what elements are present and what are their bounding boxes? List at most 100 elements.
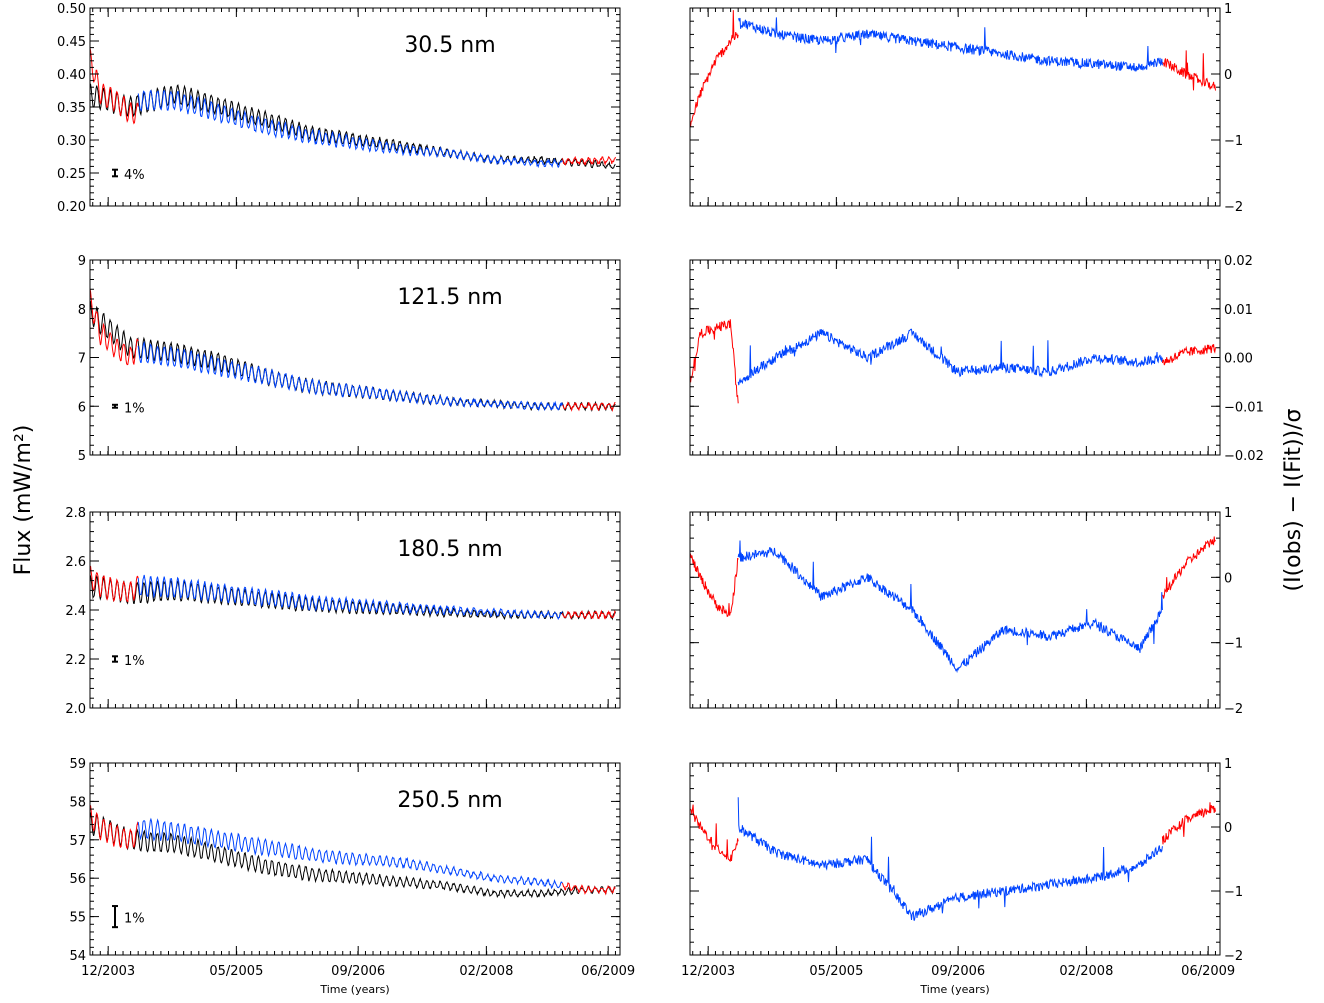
wavelength-label: 30.5 nm <box>404 33 495 58</box>
y-tick-label: 0.40 <box>57 68 86 83</box>
series-line-red-1 <box>90 47 139 125</box>
series-line-blue-1 <box>737 17 1163 72</box>
y-tick-label: 7 <box>78 352 86 367</box>
y-tick-label: −0.02 <box>1224 449 1264 464</box>
y-tick-label: 0 <box>1224 68 1232 83</box>
x-tick-label: 12/2003 <box>681 964 735 979</box>
x-axis-label: Time (years) <box>319 983 389 996</box>
y-tick-label: 0.30 <box>57 134 86 149</box>
y-tick-label: 1 <box>1224 757 1232 772</box>
series-line-red-3 <box>561 609 616 620</box>
y-tick-label: 0.00 <box>1224 352 1253 367</box>
residual-panel-4: 12/2003 05/2005 09/2006 02/2008 06/2009 Time … <box>681 757 1243 996</box>
series-line-red-1 <box>90 804 139 850</box>
y-tick-label: −2 <box>1224 949 1243 964</box>
y-tick-label: 59 <box>69 757 86 772</box>
y-tick-label: 0.50 <box>57 2 86 17</box>
series-line-red-2 <box>1162 536 1216 599</box>
series-line-blue-1 <box>737 540 1163 674</box>
residual-panel-1: −2 −1 0 1 <box>689 2 1243 215</box>
series-line-red-3 <box>561 155 616 166</box>
series-line-blue-2 <box>137 340 563 412</box>
series-line-blue-2 <box>137 574 563 621</box>
y-tick-label: −2 <box>1224 702 1243 717</box>
y-tick-label: 0 <box>1224 821 1232 836</box>
y-tick-label: 1 <box>1224 2 1232 17</box>
y-tick-label: 54 <box>69 949 86 964</box>
x-tick-label: 02/2008 <box>1059 964 1113 979</box>
x-tick-label: 09/2006 <box>931 964 985 979</box>
plot-frame <box>689 511 1221 709</box>
y-tick-label: −1 <box>1224 134 1243 149</box>
x-axis-label: Time (years) <box>919 983 989 996</box>
y-tick-label: 0 <box>1224 571 1232 586</box>
plot-frame <box>89 7 621 207</box>
flux-panel-1: 0.20 0.25 0.30 0.35 0.40 0.45 0.50 30.5 nm 4% <box>57 2 621 215</box>
y-tick-label: 55 <box>69 911 86 926</box>
residual-panel-3: −2 −1 0 1 <box>689 506 1243 717</box>
series-line-blue-2 <box>137 817 563 890</box>
error-bar-label: 1% <box>124 654 145 669</box>
x-tick-label: 06/2009 <box>1181 964 1235 979</box>
y-tick-label: 56 <box>69 872 86 887</box>
y-tick-label: 0.35 <box>57 101 86 116</box>
series-line-blue-1 <box>737 797 1163 921</box>
x-tick-label: 02/2008 <box>459 964 513 979</box>
series-line-red-0 <box>690 10 739 127</box>
series-line-black-0 <box>90 83 616 169</box>
y-tick-label: −2 <box>1224 200 1243 215</box>
plot-frame <box>689 259 1221 456</box>
y-tick-label: 9 <box>78 254 86 269</box>
y-tick-label: 6 <box>78 400 86 415</box>
error-bar-label: 1% <box>124 401 145 416</box>
y-tick-label: 0.01 <box>1224 303 1253 318</box>
series-line-red-1 <box>90 286 139 366</box>
y-tick-label: 0.45 <box>57 35 86 50</box>
y-tick-label: 2.4 <box>65 604 86 619</box>
y-tick-label: −0.01 <box>1224 400 1264 415</box>
x-tick-label: 12/2003 <box>81 964 135 979</box>
series-line-red-2 <box>1162 50 1216 91</box>
series-line-red-3 <box>562 401 616 413</box>
x-tick-label: 09/2006 <box>331 964 385 979</box>
series-line-black-0 <box>90 812 616 900</box>
y-tick-label: 2.0 <box>65 702 86 717</box>
series-line-red-3 <box>561 882 616 896</box>
series-line-red-1 <box>90 565 139 603</box>
y-tick-label: 2.6 <box>65 555 86 570</box>
y-tick-label: 2.8 <box>65 506 86 521</box>
wavelength-label: 250.5 nm <box>397 788 502 813</box>
plot-frame <box>689 7 1221 207</box>
wavelength-label: 180.5 nm <box>397 537 502 562</box>
y-tick-label: 57 <box>69 834 86 849</box>
series-line-red-0 <box>690 319 739 404</box>
wavelength-label: 121.5 nm <box>397 285 502 310</box>
left-y-axis-label: Flux (mW/m²) <box>11 425 36 576</box>
y-tick-label: 0.02 <box>1224 254 1253 269</box>
series-line-blue-2 <box>137 89 563 169</box>
flux-panel-4: 12/2003 05/2005 09/2006 02/2008 06/2009 Time … <box>69 757 635 996</box>
y-tick-label: −1 <box>1224 637 1243 652</box>
y-tick-label: 0.25 <box>57 167 86 182</box>
series-line-red-0 <box>690 804 739 862</box>
residual-panel-2: −0.02 −0.01 0.00 0.01 0.02 <box>689 254 1264 464</box>
y-tick-label: 58 <box>69 795 86 810</box>
y-tick-label: 5 <box>78 449 86 464</box>
series-line-red-2 <box>1161 802 1216 845</box>
y-tick-label: 2.2 <box>65 653 86 668</box>
error-bar-label: 1% <box>124 912 145 927</box>
right-y-axis-label: (I(obs) − I(Fit))/σ <box>1281 408 1306 591</box>
flux-panel-2: 5 6 7 8 9 121.5 nm 1% <box>78 254 621 464</box>
y-tick-label: 0.20 <box>57 200 86 215</box>
y-tick-label: 1 <box>1224 506 1232 521</box>
x-tick-label: 05/2005 <box>209 964 263 979</box>
plot-frame <box>89 762 621 956</box>
series-line-red-0 <box>690 551 739 618</box>
x-tick-label: 06/2009 <box>581 964 635 979</box>
y-tick-label: 8 <box>78 303 86 318</box>
error-bar-label: 4% <box>124 168 145 183</box>
series-line-blue-1 <box>737 328 1163 386</box>
x-tick-label: 05/2005 <box>809 964 863 979</box>
